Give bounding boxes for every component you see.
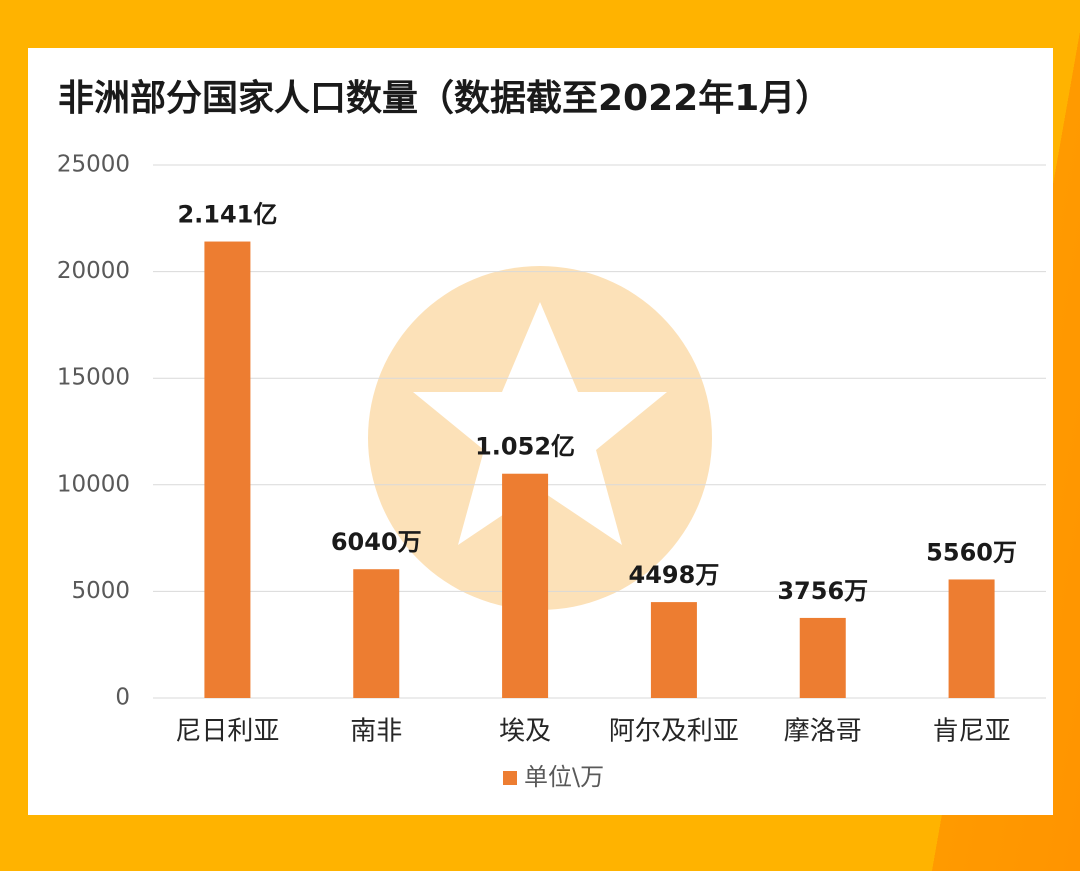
bar <box>353 569 400 698</box>
bar <box>204 241 251 698</box>
x-tick-label: 尼日利亚 <box>175 717 279 747</box>
data-label: 2.141亿 <box>177 201 277 229</box>
x-tick-label: 肯尼亚 <box>933 717 1011 747</box>
y-tick-label: 25000 <box>57 152 130 178</box>
data-label: 6040万 <box>331 528 422 556</box>
y-tick-label: 5000 <box>71 578 130 604</box>
x-tick-label: 埃及 <box>499 717 551 747</box>
x-tick-label: 阿尔及利亚 <box>609 717 739 747</box>
legend-label: 单位\万 <box>524 763 604 791</box>
bar <box>948 579 995 698</box>
data-label: 1.052亿 <box>475 433 575 461</box>
x-tick-label: 南非 <box>350 717 402 747</box>
data-label: 4498万 <box>629 561 720 589</box>
watermark <box>368 266 712 610</box>
watermark-star <box>413 302 667 545</box>
data-label: 5560万 <box>926 538 1017 566</box>
y-tick-label: 20000 <box>57 258 130 284</box>
data-label: 3756万 <box>777 577 868 605</box>
x-tick-label: 摩洛哥 <box>784 717 862 747</box>
bar <box>650 602 697 698</box>
y-tick-label: 10000 <box>57 471 130 497</box>
bar <box>502 473 549 698</box>
legend-swatch <box>503 771 517 785</box>
chart-title: 非洲部分国家人口数量（数据截至2022年1月） <box>58 78 831 119</box>
bar <box>799 617 846 698</box>
y-tick-label: 15000 <box>57 365 130 391</box>
y-tick-label: 0 <box>115 685 130 711</box>
